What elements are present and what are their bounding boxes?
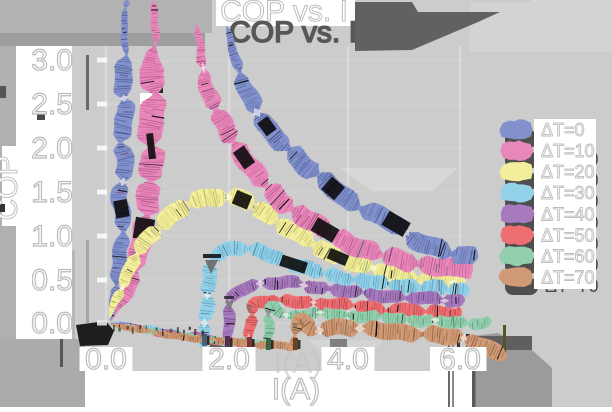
- svg-text:3.0: 3.0: [31, 44, 73, 77]
- svg-text:2.0: 2.0: [31, 132, 73, 165]
- svg-text:COP: COP: [0, 155, 24, 220]
- svg-text:1.5: 1.5: [31, 176, 73, 209]
- svg-text:I(A): I(A): [272, 373, 320, 406]
- svg-text:ΔT=40: ΔT=40: [541, 204, 595, 224]
- svg-text:ΔT=0: ΔT=0: [541, 120, 585, 140]
- svg-text:6.0: 6.0: [439, 343, 481, 376]
- svg-text:ΔT=30: ΔT=30: [541, 183, 595, 203]
- svg-text:4.0: 4.0: [327, 343, 369, 376]
- svg-text:ΔT=60: ΔT=60: [541, 246, 595, 266]
- svg-text:ΔT=20: ΔT=20: [541, 162, 595, 182]
- svg-text:2.0: 2.0: [208, 343, 250, 376]
- svg-text:COP vs. I: COP vs. I: [229, 16, 357, 49]
- svg-text:ΔT=50: ΔT=50: [541, 225, 595, 245]
- svg-text:0.0: 0.0: [85, 343, 127, 376]
- svg-text:ΔT=70: ΔT=70: [541, 268, 595, 288]
- svg-text:I(A): I(A): [274, 347, 322, 380]
- svg-text:ΔT=10: ΔT=10: [541, 141, 595, 161]
- svg-text:2.5: 2.5: [31, 88, 73, 121]
- svg-text:0.5: 0.5: [31, 264, 73, 297]
- svg-text:1.0: 1.0: [31, 220, 73, 253]
- svg-text:0.0: 0.0: [31, 307, 73, 340]
- svg-text:COP vs. I: COP vs. I: [220, 0, 348, 28]
